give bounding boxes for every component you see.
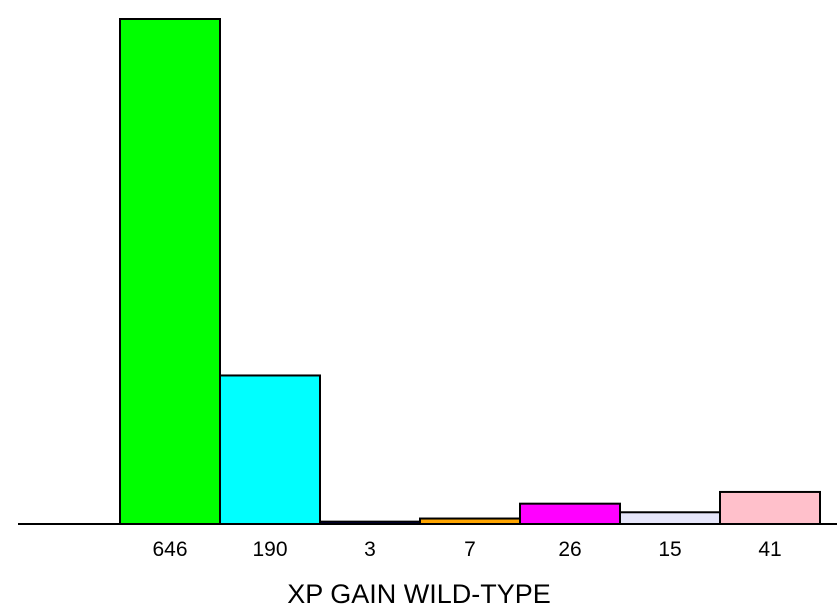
bar-190 (219, 374, 321, 525)
bar-15 (619, 511, 721, 525)
x-tick-label: 646 (152, 538, 187, 561)
x-tick-label: 15 (658, 538, 681, 561)
x-axis-title: XP GAIN WILD-TYPE (287, 579, 551, 609)
bar-646 (119, 18, 221, 525)
x-tick-label: 190 (252, 538, 287, 561)
x-tick-label: 26 (558, 538, 581, 561)
bars-group (119, 18, 821, 526)
x-tick-label: 41 (758, 538, 781, 561)
x-tick-label: 7 (464, 538, 476, 561)
bar-26 (519, 502, 621, 526)
x-tick-label: 3 (364, 538, 376, 561)
bar-41 (719, 490, 821, 525)
tick-labels-group: 646 190 3 7 26 15 41 (152, 538, 781, 561)
